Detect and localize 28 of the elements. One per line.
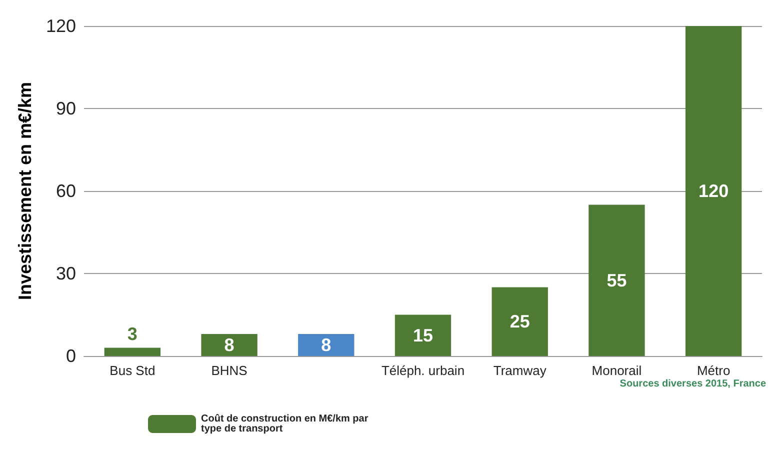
bar (492, 287, 548, 356)
legend-label: Coût de construction en M€/km par type de transport (201, 414, 372, 434)
y-tick-label: 0 (66, 346, 76, 366)
x-tick-label: Téléph. urbain (381, 363, 465, 378)
data-label: 3 (127, 324, 138, 344)
y-tick-label: 60 (56, 181, 76, 201)
x-tick-label: BHNS (211, 363, 248, 378)
bar (201, 334, 258, 356)
bar (394, 314, 452, 356)
y-tick-label: 90 (56, 98, 76, 118)
bar (104, 348, 161, 356)
x-tick-label: Bus Std (110, 363, 156, 378)
bar (298, 334, 354, 356)
data-label: 8 (321, 335, 332, 355)
data-label: 55 (606, 270, 627, 290)
y-axis-title: Investissement en m€/km (15, 82, 35, 300)
data-label: 8 (224, 335, 234, 355)
data-label: 25 (510, 312, 530, 332)
y-tick-label: 30 (56, 264, 76, 284)
data-label: 120 (698, 181, 729, 201)
y-tick-label: 120 (46, 16, 76, 36)
x-tick-label: Tramway (493, 363, 547, 378)
bar (588, 204, 645, 356)
x-tick-label: Monorail (592, 363, 642, 378)
source-note: Sources diverses 2015, France (620, 378, 766, 390)
bar (685, 26, 742, 356)
data-label: 15 (412, 325, 434, 346)
x-tick-label: Métro (696, 363, 730, 378)
